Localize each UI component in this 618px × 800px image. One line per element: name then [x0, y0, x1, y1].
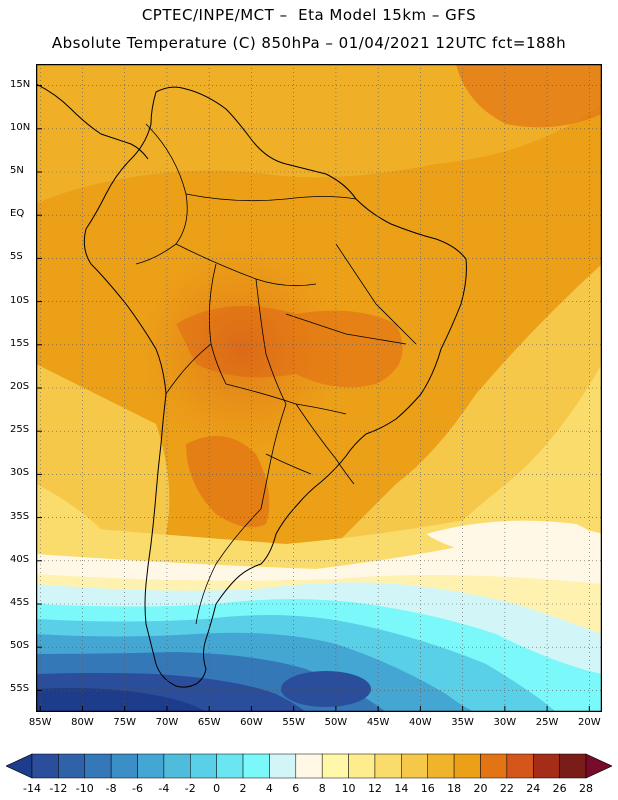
- latitude-label: 10S: [10, 294, 30, 306]
- latitude-label: 50S: [10, 640, 30, 652]
- temperature-warm-core: [136, 214, 436, 514]
- colorbar-label: 18: [447, 782, 462, 795]
- longitude-label: 45W: [366, 717, 390, 728]
- title-line-2: Absolute Temperature (C) 850hPa – 01/04/…: [51, 34, 567, 52]
- colorbar-label: 8: [318, 782, 326, 795]
- temperature-band-north-warm: [456, 64, 602, 128]
- colorbar-label: 26: [552, 782, 567, 795]
- colorbar-cell: [137, 753, 165, 779]
- latitude-label: 15N: [10, 78, 31, 90]
- colorbar-label: 2: [239, 782, 247, 795]
- colorbar: [6, 753, 612, 779]
- longitude-label: 35W: [451, 717, 474, 728]
- latitude-label: 35S: [10, 510, 30, 522]
- colorbar-cell: [190, 753, 217, 779]
- longitude-label: 25W: [535, 717, 559, 728]
- colorbar-cell: [427, 753, 455, 779]
- latitude-label: 40S: [10, 553, 30, 565]
- latitude-label: EQ: [10, 208, 25, 220]
- colorbar-label: 6: [292, 782, 300, 795]
- temperature-band-south-10: [36, 688, 206, 712]
- colorbar-cell: [58, 753, 86, 779]
- latitude-label: 20S: [10, 381, 30, 392]
- longitude-label: 55W: [282, 717, 305, 728]
- latitude-label: 25S: [10, 424, 30, 436]
- colorbar-cell: [269, 753, 297, 779]
- colorbar-label: 12: [367, 782, 382, 795]
- map-frame: [36, 64, 602, 712]
- colorbar-cell: [110, 753, 138, 779]
- latitude-label: 5N: [10, 165, 24, 176]
- latitude-label: 10N: [10, 121, 31, 133]
- colorbar-label: -10: [75, 782, 94, 795]
- longitude-label: 20W: [578, 717, 601, 728]
- title-line-1: CPTEC/INPE/MCT – Eta Model 15km – GFS: [141, 6, 477, 24]
- colorbar-cell: [295, 753, 323, 779]
- central-america-outline: [36, 83, 149, 160]
- colorbar-max-arrow: [585, 753, 612, 779]
- latitude-label: 5S: [10, 251, 23, 263]
- colorbar-label: -4: [158, 782, 170, 795]
- colorbar-label: 22: [499, 782, 514, 795]
- south-america-outline: [83, 86, 467, 688]
- latitude-label: 15S: [10, 337, 30, 349]
- colorbar-label: 0: [213, 782, 221, 795]
- graticule: [36, 64, 602, 712]
- colorbar-label: 20: [473, 782, 488, 795]
- colorbar-cell: [453, 753, 481, 779]
- colorbar-cell: [84, 753, 112, 779]
- longitude-label: 70W: [155, 717, 179, 728]
- longitude-label: 60W: [240, 717, 263, 728]
- longitude-label: 75W: [113, 717, 136, 728]
- longitude-label: 85W: [28, 717, 52, 728]
- colorbar-label: 24: [526, 782, 541, 795]
- colorbar-cell: [321, 753, 349, 779]
- colorbar-cell: [506, 753, 534, 779]
- colorbar-label: 10: [341, 782, 356, 795]
- colorbar-cell: [216, 753, 244, 779]
- colorbar-cell: [480, 753, 508, 779]
- colorbar-cell: [242, 753, 270, 779]
- colorbar-cell: [559, 753, 587, 779]
- longitude-label: 65W: [197, 717, 221, 728]
- temperature-band-south-11: [281, 671, 371, 707]
- longitude-label: 50W: [324, 717, 348, 728]
- latitude-label: 55S: [10, 683, 30, 695]
- colorbar-cell: [31, 753, 59, 779]
- colorbar-label: 16: [420, 782, 435, 795]
- latitude-label: 45S: [10, 597, 30, 608]
- colorbar-label: 14: [394, 782, 409, 795]
- colorbar-label: 4: [265, 782, 273, 795]
- colorbar-label: -2: [184, 782, 196, 795]
- map-canvas: [36, 64, 602, 712]
- longitude-label: 30W: [493, 717, 517, 728]
- longitude-label: 40W: [409, 717, 432, 728]
- colorbar-label: 28: [579, 782, 593, 795]
- temperature-map: [36, 64, 602, 712]
- colorbar-cell: [401, 753, 428, 779]
- colorbar-label: -8: [105, 782, 117, 795]
- colorbar-cell: [163, 753, 191, 779]
- colorbar-label: -12: [49, 782, 68, 795]
- longitude-label: 80W: [71, 717, 94, 728]
- latitude-label: 30S: [10, 467, 30, 479]
- colorbar-cell: [374, 753, 402, 779]
- colorbar-label: -14: [23, 782, 41, 795]
- colorbar-cell: [532, 753, 560, 779]
- country-borders: [135, 123, 417, 625]
- colorbar-label: -6: [132, 782, 143, 795]
- colorbar-cell: [348, 753, 376, 779]
- colorbar-min-arrow: [6, 753, 33, 779]
- temperature-band-atlantic-cool: [426, 520, 602, 561]
